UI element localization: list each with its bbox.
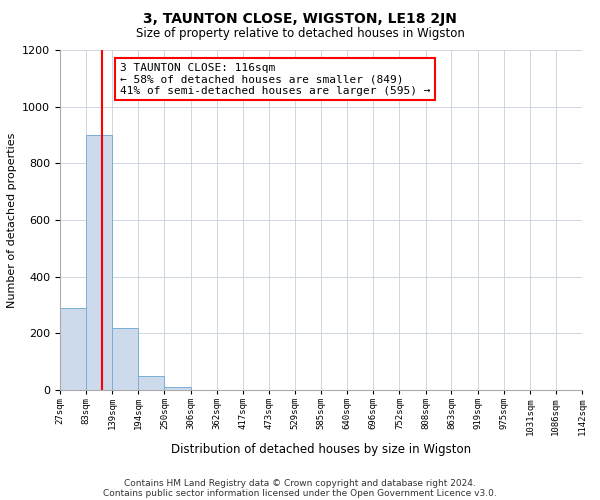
Bar <box>60 308 86 390</box>
Bar <box>112 328 138 390</box>
Text: Contains public sector information licensed under the Open Government Licence v3: Contains public sector information licen… <box>103 488 497 498</box>
Bar <box>138 376 164 390</box>
Y-axis label: Number of detached properties: Number of detached properties <box>7 132 17 308</box>
Text: 3, TAUNTON CLOSE, WIGSTON, LE18 2JN: 3, TAUNTON CLOSE, WIGSTON, LE18 2JN <box>143 12 457 26</box>
Bar <box>164 387 191 390</box>
X-axis label: Distribution of detached houses by size in Wigston: Distribution of detached houses by size … <box>171 443 471 456</box>
Text: 3 TAUNTON CLOSE: 116sqm
← 58% of detached houses are smaller (849)
41% of semi-d: 3 TAUNTON CLOSE: 116sqm ← 58% of detache… <box>120 62 430 96</box>
Text: Size of property relative to detached houses in Wigston: Size of property relative to detached ho… <box>136 28 464 40</box>
Text: Contains HM Land Registry data © Crown copyright and database right 2024.: Contains HM Land Registry data © Crown c… <box>124 478 476 488</box>
Bar <box>86 135 112 390</box>
